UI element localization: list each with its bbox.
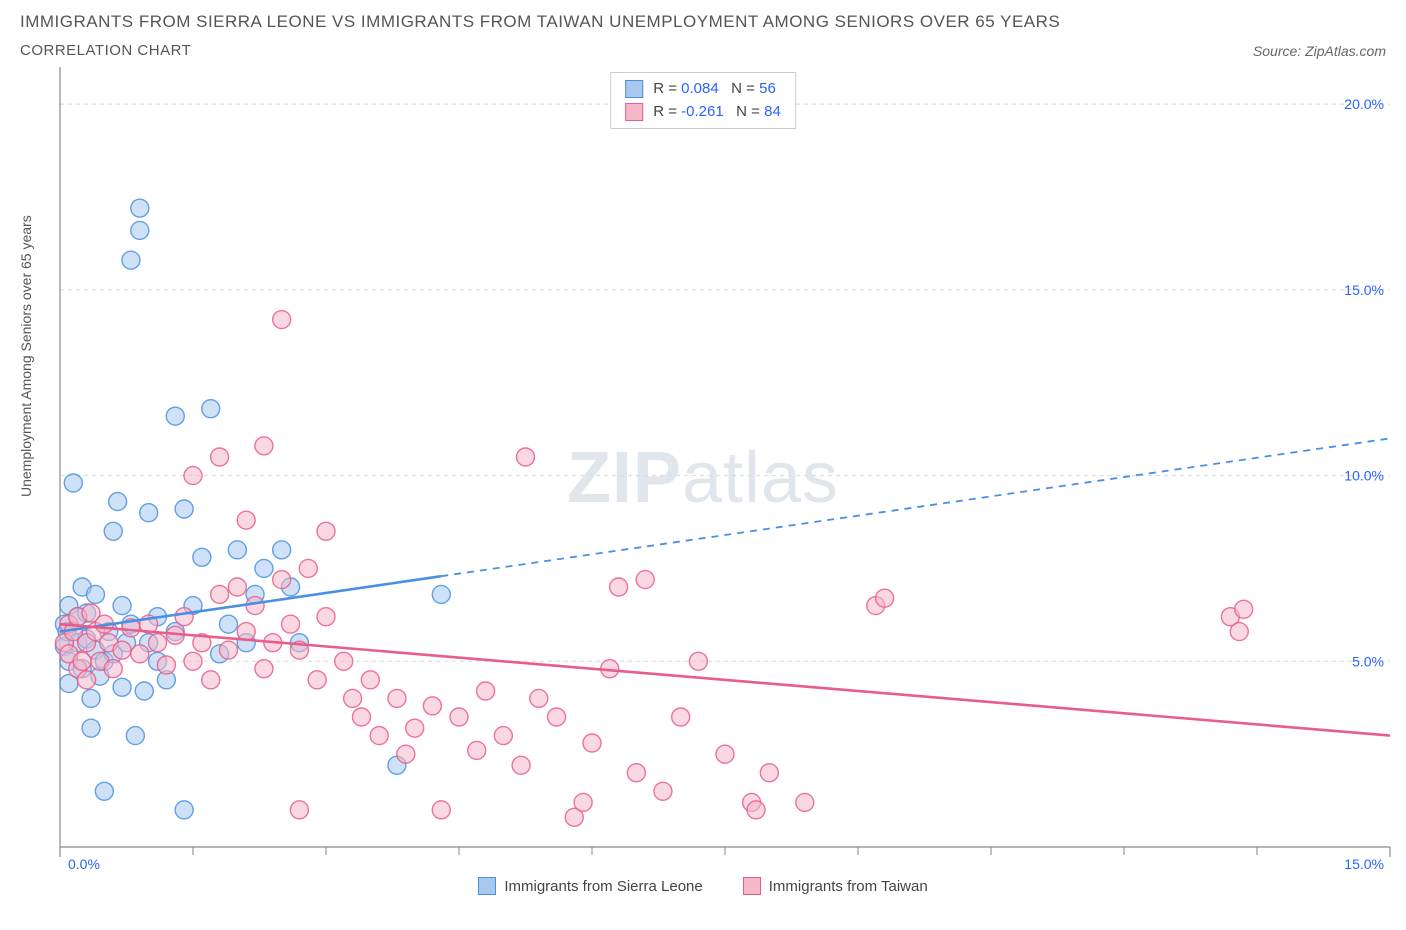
series-swatch-icon (625, 80, 643, 98)
legend-entry: Immigrants from Sierra Leone (478, 877, 702, 895)
series-swatch-icon (478, 877, 496, 895)
bottom-legend: Immigrants from Sierra Leone Immigrants f… (0, 877, 1406, 895)
chart-title: IMMIGRANTS FROM SIERRA LEONE VS IMMIGRAN… (20, 12, 1386, 32)
source-label: Source: ZipAtlas.com (1253, 43, 1386, 59)
stat-values: R = -0.261 N = 84 (653, 101, 781, 124)
stat-row: R = 0.084 N = 56 (625, 78, 781, 101)
svg-text:15.0%: 15.0% (1344, 856, 1384, 872)
svg-text:20.0%: 20.0% (1344, 96, 1384, 112)
svg-text:15.0%: 15.0% (1344, 282, 1384, 298)
chart-area: Unemployment Among Seniors over 65 years… (0, 67, 1406, 897)
svg-text:0.0%: 0.0% (68, 856, 100, 872)
svg-text:10.0%: 10.0% (1344, 468, 1384, 484)
legend-label: Immigrants from Sierra Leone (504, 878, 702, 895)
stat-row: R = -0.261 N = 84 (625, 101, 781, 124)
series-swatch-icon (625, 103, 643, 121)
stats-legend-box: R = 0.084 N = 56R = -0.261 N = 84 (610, 72, 796, 129)
svg-text:5.0%: 5.0% (1352, 653, 1384, 669)
stat-values: R = 0.084 N = 56 (653, 78, 776, 101)
scatter-plot-svg: 5.0% 10.0% 15.0% 20.0% 0.0% 15.0% (0, 67, 1406, 897)
chart-subtitle: CORRELATION CHART (20, 42, 191, 59)
series-swatch-icon (743, 877, 761, 895)
legend-label: Immigrants from Taiwan (769, 878, 928, 895)
legend-entry: Immigrants from Taiwan (743, 877, 928, 895)
